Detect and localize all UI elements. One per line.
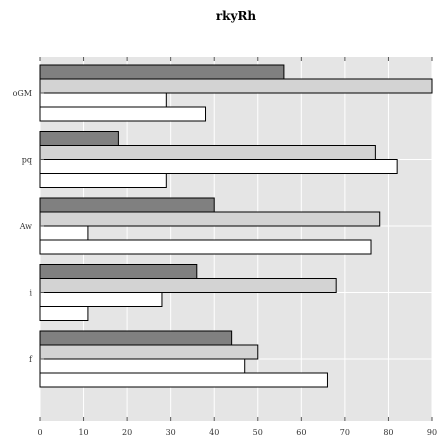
bar-oGM-series-2	[40, 79, 432, 93]
bar-i-series-3	[40, 293, 162, 307]
bar-oGM-series-4	[40, 107, 206, 121]
bar-f-series-3	[40, 359, 245, 373]
bar-oGM-series-1	[40, 65, 284, 79]
y-axis-ticks: oGM pq Aw i f	[13, 89, 44, 364]
y-tick-label: f	[29, 355, 33, 364]
bar-pq-series-2	[40, 146, 375, 160]
bar-Aw-series-3	[40, 226, 88, 240]
bar-pq-series-3	[40, 160, 397, 174]
y-tick-label: Aw	[19, 222, 32, 231]
x-tick-label: 10	[78, 428, 88, 437]
x-tick-label: 70	[340, 428, 350, 437]
bar-f-series-1	[40, 331, 232, 345]
bar-i-series-4	[40, 307, 88, 321]
x-tick-label: 0	[37, 428, 42, 437]
bar-i-series-2	[40, 279, 336, 293]
bar-i-series-1	[40, 265, 197, 279]
bar-pq-series-1	[40, 132, 118, 146]
x-tick-label: 20	[122, 428, 132, 437]
x-tick-label: 60	[296, 428, 306, 437]
bar-f-series-4	[40, 373, 327, 387]
bar-oGM-series-3	[40, 93, 166, 107]
x-tick-label: 50	[253, 428, 263, 437]
bar-f-series-2	[40, 345, 258, 359]
bar-Aw-series-1	[40, 198, 214, 212]
x-tick-label: 80	[383, 428, 393, 437]
x-tick-label: 40	[209, 428, 219, 437]
y-tick-label: pq	[22, 156, 32, 165]
x-tick-label: 30	[166, 428, 176, 437]
y-tick-label: i	[29, 289, 32, 298]
y-tick-label: oGM	[13, 89, 32, 98]
bar-pq-series-4	[40, 174, 166, 188]
bar-Aw-series-4	[40, 240, 371, 254]
x-tick-label: 90	[427, 428, 437, 437]
chart-title: rkyRh	[216, 9, 257, 23]
bar-Aw-series-2	[40, 212, 380, 226]
